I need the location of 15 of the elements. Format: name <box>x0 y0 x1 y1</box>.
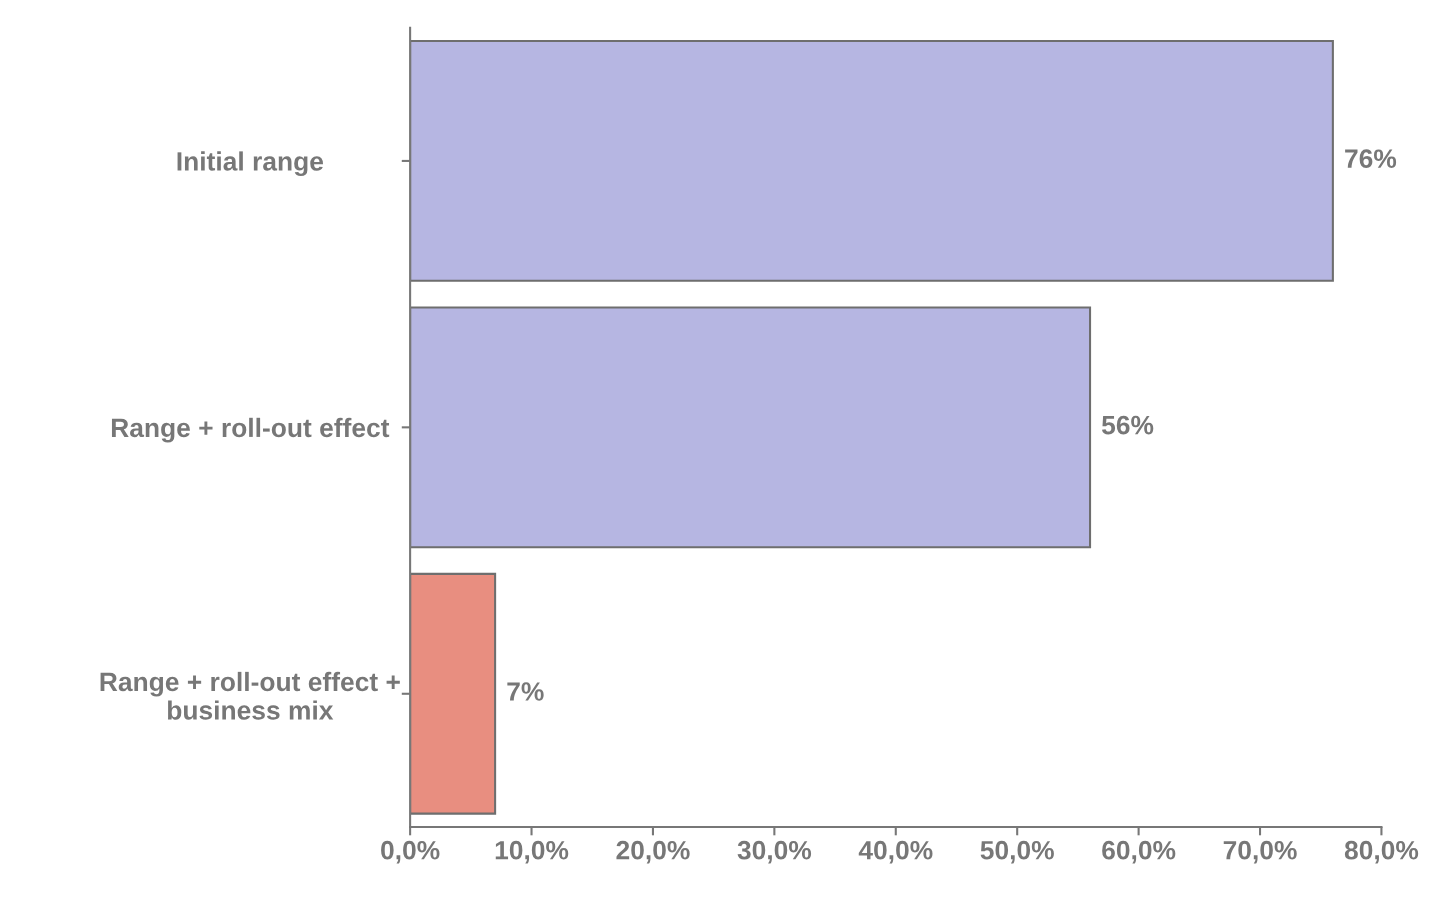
x-tick-label: 80,0% <box>1344 840 1419 864</box>
y-tick-label: Initial range <box>177 151 323 177</box>
y-tick-label: Range + roll-out effect <box>111 417 390 443</box>
x-tick-label: 20,0% <box>616 840 690 864</box>
x-tick-label: 70,0% <box>1223 840 1297 864</box>
x-tick-label: 50,0% <box>980 840 1054 864</box>
data-label: 56% <box>1101 415 1154 435</box>
x-tick-label: 10,0% <box>495 840 569 864</box>
x-tick-label: 0,0% <box>381 840 440 864</box>
y-tick-label: Range + roll-out effect + business mix <box>100 671 400 720</box>
x-tick-label: 40,0% <box>858 840 933 864</box>
data-label: 7% <box>507 682 544 701</box>
x-tick-label: 60,0% <box>1102 840 1176 864</box>
data-label: 76% <box>1345 149 1397 169</box>
x-tick-label: 30,0% <box>737 840 812 864</box>
